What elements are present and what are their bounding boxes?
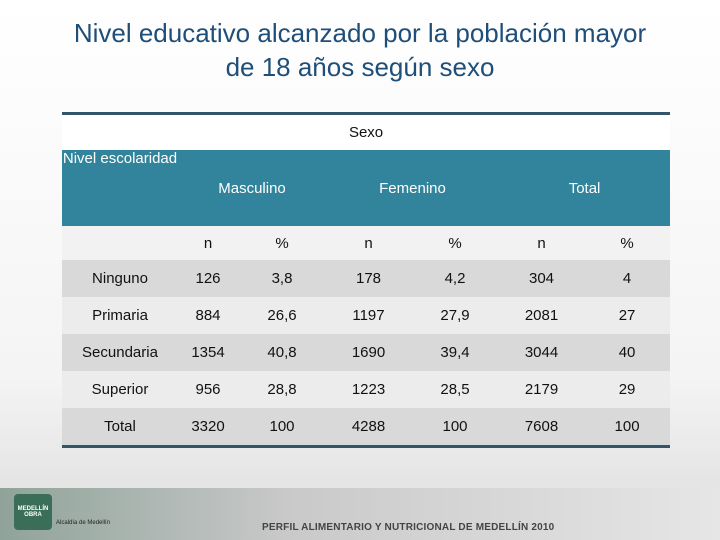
footer-text: PERFIL ALIMENTARIO Y NUTRICIONAL DE MEDE… <box>262 522 555 533</box>
subheader-cell: n <box>178 226 238 260</box>
data-row: Ninguno 126 3,8 178 4,2 304 4 <box>62 260 671 297</box>
cell: 2081 <box>499 297 584 334</box>
footer-band <box>0 488 720 540</box>
cell: 100 <box>411 408 499 448</box>
cell: 304 <box>499 260 584 297</box>
cell: 28,5 <box>411 371 499 408</box>
cell: 27,9 <box>411 297 499 334</box>
cell: 1690 <box>326 334 411 371</box>
group-row: Sexo <box>62 112 671 150</box>
subheader-cell: % <box>411 226 499 260</box>
header-cell: Nivel escolaridad <box>62 150 178 226</box>
cell: 26,6 <box>238 297 326 334</box>
cell: 100 <box>584 408 671 448</box>
title: Nivel educativo alcanzado por la poblaci… <box>73 18 647 82</box>
cell: 28,8 <box>238 371 326 408</box>
cell <box>62 226 178 260</box>
cell: 29 <box>584 371 671 408</box>
cell: Superior <box>62 371 178 408</box>
data-row: Secundaria 1354 40,8 1690 39,4 3044 40 <box>62 334 671 371</box>
cell: 3,8 <box>238 260 326 297</box>
cell: Primaria <box>62 297 178 334</box>
cell: 4,2 <box>411 260 499 297</box>
cell: 884 <box>178 297 238 334</box>
cell: Sexo <box>62 112 671 150</box>
data-row: Total 3320 100 4288 100 7608 100 <box>62 408 671 448</box>
cell: 1197 <box>326 297 411 334</box>
subheader-cell: n <box>326 226 411 260</box>
logo-text: Alcaldía de Medellín <box>56 520 111 526</box>
cell: 3320 <box>178 408 238 448</box>
cell: 126 <box>178 260 238 297</box>
cell: 4288 <box>326 408 411 448</box>
table-body: Sexo Nivel escolaridad Masculino Femenino To… <box>62 112 671 448</box>
cell: 4 <box>584 260 671 297</box>
subheader-cell: n <box>499 226 584 260</box>
cell: 27 <box>584 297 671 334</box>
cell: Ninguno <box>62 260 178 297</box>
cell: 39,4 <box>411 334 499 371</box>
header-cell: Femenino <box>326 150 499 226</box>
cell: 7608 <box>499 408 584 448</box>
cell: 2179 <box>499 371 584 408</box>
cell: 100 <box>238 408 326 448</box>
subheader-cell: % <box>238 226 326 260</box>
data-row: Superior 956 28,8 1223 28,5 2179 29 <box>62 371 671 408</box>
cell: 1354 <box>178 334 238 371</box>
cell: 1223 <box>326 371 411 408</box>
cell: 956 <box>178 371 238 408</box>
table: Sexo Nivel escolaridad Masculino Femenino To… <box>62 112 671 448</box>
logo: MEDELLÍN OBRA <box>14 494 52 530</box>
data-row: Primaria 884 26,6 1197 27,9 2081 27 <box>62 297 671 334</box>
cell: Secundaria <box>62 334 178 371</box>
header-cell: Masculino <box>178 150 326 226</box>
subheader-row: n% n% n% <box>62 226 671 260</box>
header-row: Nivel escolaridad Masculino Femenino Total <box>62 150 671 226</box>
cell: 3044 <box>499 334 584 371</box>
cell: 40 <box>584 334 671 371</box>
cell: 40,8 <box>238 334 326 371</box>
header-cell: Total <box>499 150 671 226</box>
cell: Total <box>62 408 178 448</box>
cell: 178 <box>326 260 411 297</box>
subheader-cell: % <box>584 226 671 260</box>
